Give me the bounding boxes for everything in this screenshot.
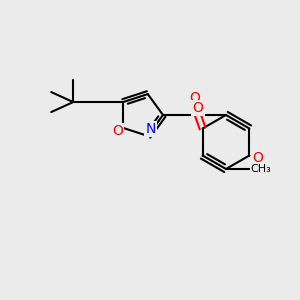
- Text: N: N: [146, 122, 156, 136]
- Text: CH₃: CH₃: [250, 164, 272, 174]
- Text: O: O: [112, 124, 123, 138]
- Text: O: O: [252, 152, 263, 166]
- Text: O: O: [193, 101, 203, 115]
- Text: O: O: [189, 92, 200, 106]
